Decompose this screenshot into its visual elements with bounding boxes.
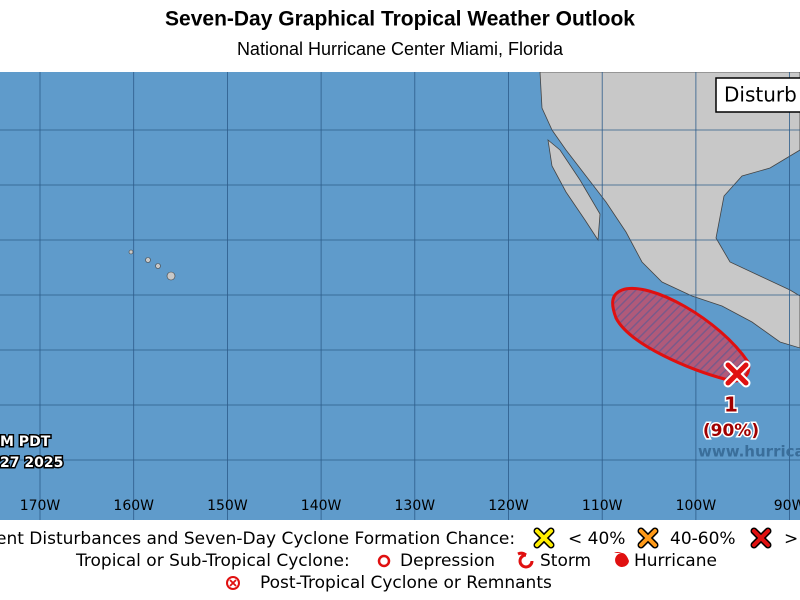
watermark: www.hurrica: [698, 443, 800, 461]
post-tropical-icon-x: [229, 579, 237, 587]
inset-label: Disturb: [724, 83, 797, 107]
legend-chance: 40-60%: [670, 529, 736, 549]
depression-icon: [377, 554, 391, 568]
longitude-label: 110W: [582, 498, 623, 514]
longitude-labels: 170W 160W 150W 140W 130W 120W 110W 100W 90W: [20, 498, 800, 514]
longitude-label: 120W: [488, 498, 529, 514]
legend-cyclone-type: Storm: [540, 551, 591, 571]
hawaii: [128, 249, 176, 281]
longitude-label: 150W: [207, 498, 248, 514]
disturbance-marker: [725, 362, 749, 386]
time-line: M PDT: [0, 434, 51, 450]
post-tropical-icon: [226, 576, 240, 590]
longitude-label: 170W: [20, 498, 61, 514]
land: [539, 72, 800, 349]
legend-chance: >: [784, 529, 798, 549]
legend-formation-label: ent Disturbances and Seven-Day Cyclone F…: [0, 529, 515, 549]
inset-box: [715, 77, 800, 113]
legend-cyclone-type: Hurricane: [634, 551, 717, 571]
longitude-label: 100W: [676, 498, 717, 514]
title: Seven-Day Graphical Tropical Weather Out…: [165, 8, 635, 31]
longitude-label: 160W: [113, 498, 154, 514]
subtitle: National Hurricane Center Miami, Florida: [237, 39, 564, 59]
map-area: 1 (90%) www.hurrica M PDT 27 2025 Distur…: [0, 72, 800, 520]
legend-icons: [533, 527, 772, 549]
time-line: 27 2025: [0, 455, 63, 471]
longitude-label: 140W: [301, 498, 342, 514]
graticule: [0, 72, 800, 520]
disturbance-label: 1: [724, 393, 738, 417]
longitude-label: 90W: [774, 498, 800, 514]
longitude-label: 130W: [395, 498, 436, 514]
disturbance-chance: (90%): [703, 421, 759, 441]
legend-post-tropical: Post-Tropical Cyclone or Remnants: [260, 573, 552, 593]
hurricane-icon: [614, 552, 629, 567]
legend-chance: < 40%: [568, 529, 625, 549]
legend-cyclone-label: Tropical or Sub-Tropical Cyclone:: [75, 551, 350, 571]
legend-cyclone-type: Depression: [400, 551, 495, 571]
storm-icon: [517, 551, 534, 569]
